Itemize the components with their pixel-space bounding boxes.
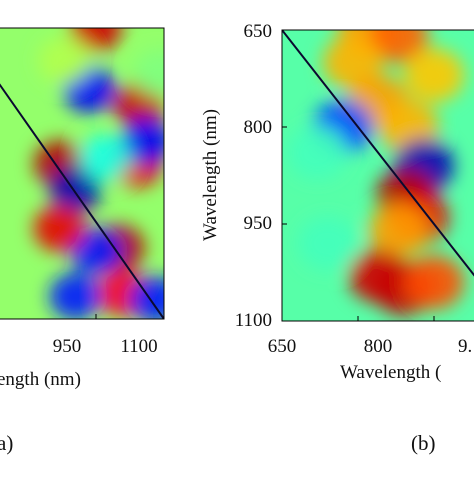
heatmap-cell [128,276,164,319]
panel-a-heatmap [0,28,164,319]
panel-b-y-tick-label: 1100 [235,310,272,331]
panel-b-x-ticks: 650 800 9. [268,336,473,357]
heatmap-cell [33,205,86,252]
panel-b-y-tick-label: 800 [244,117,273,138]
heatmap-cell [404,48,464,103]
panel-b-x-tick-label: 650 [268,336,297,357]
panel-b-heatmap [282,30,474,321]
heatmap-cell [49,272,102,319]
panel-a: 950 1100 ength (nm) a) [0,27,165,455]
panel-b-y-tick-label: 650 [244,21,273,42]
diagonal-line [282,30,474,277]
panel-a-x-tick-label: 1100 [120,336,157,357]
heatmap-cell [297,216,358,271]
panel-a-x-ticks: 950 1100 [53,336,158,357]
panel-b-x-axis-title: Wavelength ( [340,362,441,383]
panel-b-plot-frame [281,29,474,322]
heatmap-cell [79,133,132,181]
panel-b-label: (b) [411,431,436,455]
heatmap-cell [49,166,102,214]
panel-b: 650 800 950 1100 650 800 9. Wavelength (… [200,21,474,455]
panel-b-x-tick-label: 9. [458,336,472,357]
panel-a-x-tick-label: 950 [53,336,82,357]
heatmap-cell [404,255,464,310]
heatmap-cell [119,117,164,165]
panel-a-plot-frame [0,27,165,320]
panel-b-y-axis-title: Wavelength (nm) [200,109,221,241]
heatmap-cell [368,30,429,64]
heatmap-cell [287,125,348,180]
heatmap-cell [133,49,164,97]
panel-b-y-ticks: 650 800 950 1100 [235,21,272,331]
panel-a-label: a) [0,431,13,455]
diagonal-line [0,83,164,319]
heatmap-cell [38,36,91,84]
panel-b-y-tick-label: 950 [244,213,273,234]
panel-b-x-tick-label: 800 [364,336,393,357]
heatmap-cell [368,203,429,258]
panel-a-x-axis-title: ength (nm) [0,369,81,390]
